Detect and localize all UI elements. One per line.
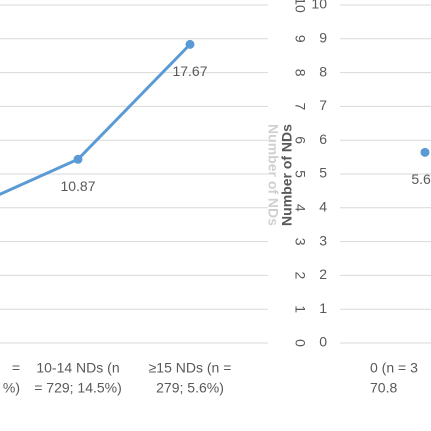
y-tick-label-mirrored: 6 [292,136,308,144]
y-tick-label: 6 [319,131,327,147]
y-tick-label: 7 [319,97,327,113]
y-tick-label-mirrored: 10 [292,0,308,13]
x-tick-label: ≥15 NDs (n = [149,360,232,376]
y-axis-title-mirrored: Number of NDs [265,124,281,226]
y-tick-label-mirrored: 7 [292,103,308,111]
marker [185,39,195,49]
y-axis-title: Number of NDs [279,124,295,226]
y-tick-label: 4 [319,199,327,215]
x-tick-label: %) [3,380,20,396]
y-tick-label-mirrored: 0 [292,339,308,347]
y-tick-label-mirrored: 3 [292,238,308,246]
y-tick-label-mirrored: 4 [292,204,308,212]
x-tick-label: = 729; 14.5%) [34,380,122,396]
x-tick-label: 279; 5.6%) [156,380,224,396]
y-tick-label-mirrored: 8 [292,69,308,77]
y-tick-label-mirrored: 2 [292,272,308,280]
y-tick-label: 9 [319,30,327,46]
y-tick-label: 8 [319,63,327,79]
marker [420,147,430,157]
data-label: 17.67 [172,63,207,79]
y-tick-label-mirrored: 1 [292,305,308,313]
x-tick-label: 10-14 NDs (n [36,360,119,376]
y-tick-label-mirrored: 5 [292,170,308,178]
data-label: 5.64 [411,171,431,187]
y-tick-label: 1 [319,300,327,316]
y-tick-label: 2 [319,266,327,282]
x-tick-label: 70.8 [370,380,397,396]
y-tick-label-mirrored: 9 [292,35,308,43]
x-tick-label: = [12,360,20,376]
data-label: 10.87 [60,178,95,194]
marker [73,154,83,164]
y-tick-label: 0 [319,334,327,350]
y-tick-label: 10 [311,0,327,12]
y-tick-label: 3 [319,232,327,248]
y-tick-label: 5 [319,165,327,181]
x-tick-label: 0 (n = 3 [370,360,418,376]
